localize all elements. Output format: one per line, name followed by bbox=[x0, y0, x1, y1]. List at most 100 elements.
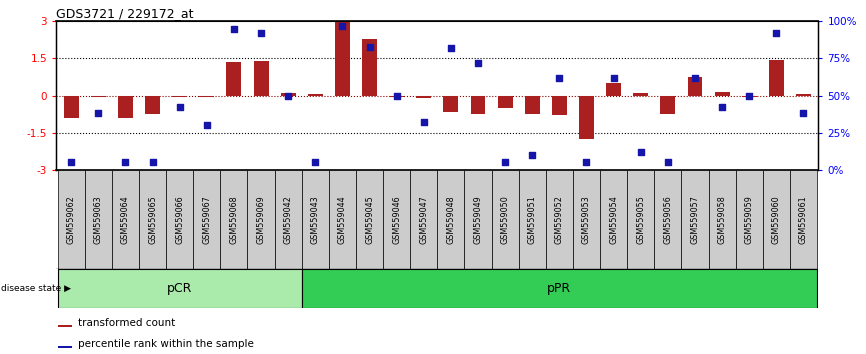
Text: GDS3721 / 229172_at: GDS3721 / 229172_at bbox=[56, 7, 194, 20]
Bar bbox=[498, 96, 513, 108]
Bar bbox=[220, 170, 248, 269]
Text: GSM559046: GSM559046 bbox=[392, 195, 401, 244]
Bar bbox=[275, 170, 301, 269]
Bar bbox=[64, 96, 79, 118]
Text: disease state ▶: disease state ▶ bbox=[1, 284, 71, 293]
Point bbox=[526, 152, 540, 158]
Bar bbox=[519, 170, 546, 269]
Bar bbox=[248, 170, 275, 269]
Point bbox=[742, 93, 756, 98]
Point bbox=[417, 120, 430, 125]
Point bbox=[444, 45, 458, 51]
Point bbox=[145, 160, 159, 165]
Bar bbox=[714, 92, 729, 96]
Bar bbox=[464, 170, 492, 269]
Bar bbox=[335, 21, 350, 96]
Bar bbox=[356, 170, 383, 269]
Point bbox=[769, 30, 783, 36]
Point bbox=[308, 160, 322, 165]
Bar bbox=[58, 170, 85, 269]
Text: GSM559059: GSM559059 bbox=[745, 195, 753, 244]
Bar bbox=[546, 170, 573, 269]
Bar bbox=[742, 96, 757, 97]
Bar bbox=[796, 95, 811, 96]
Text: GSM559069: GSM559069 bbox=[256, 195, 266, 244]
Point bbox=[498, 160, 512, 165]
Text: percentile rank within the sample: percentile rank within the sample bbox=[78, 339, 254, 349]
Bar bbox=[383, 170, 410, 269]
Text: GSM559054: GSM559054 bbox=[609, 195, 618, 244]
Point bbox=[254, 30, 268, 36]
Point bbox=[200, 122, 214, 128]
Text: GSM559068: GSM559068 bbox=[229, 195, 238, 244]
Bar bbox=[389, 96, 404, 97]
Bar bbox=[362, 39, 377, 96]
Text: GSM559042: GSM559042 bbox=[284, 195, 293, 244]
Point bbox=[281, 93, 295, 98]
Bar bbox=[91, 96, 106, 97]
Text: GSM559056: GSM559056 bbox=[663, 195, 672, 244]
Bar bbox=[58, 347, 72, 348]
Text: GSM559055: GSM559055 bbox=[637, 195, 645, 244]
Point bbox=[227, 26, 241, 32]
Point bbox=[390, 93, 404, 98]
Bar bbox=[281, 93, 295, 96]
Text: GSM559060: GSM559060 bbox=[772, 195, 781, 244]
Text: GSM559067: GSM559067 bbox=[203, 195, 211, 244]
Text: GSM559047: GSM559047 bbox=[419, 195, 429, 244]
Point bbox=[471, 60, 485, 66]
Bar bbox=[763, 170, 790, 269]
Point bbox=[797, 110, 811, 116]
Point bbox=[607, 75, 621, 81]
Bar bbox=[525, 96, 540, 114]
Bar bbox=[417, 96, 431, 98]
Bar bbox=[470, 96, 486, 114]
Bar bbox=[769, 59, 784, 96]
Point bbox=[172, 105, 186, 110]
Text: GSM559062: GSM559062 bbox=[67, 195, 75, 244]
Point bbox=[661, 160, 675, 165]
Bar bbox=[735, 170, 763, 269]
Bar bbox=[199, 96, 214, 97]
Text: GSM559063: GSM559063 bbox=[94, 195, 103, 244]
Text: GSM559065: GSM559065 bbox=[148, 195, 157, 244]
Text: GSM559044: GSM559044 bbox=[338, 195, 347, 244]
Text: GSM559066: GSM559066 bbox=[175, 195, 184, 244]
Bar bbox=[688, 77, 702, 96]
Point bbox=[335, 23, 349, 29]
Text: GSM559052: GSM559052 bbox=[555, 195, 564, 244]
Bar bbox=[633, 93, 648, 96]
Bar bbox=[329, 170, 356, 269]
Text: GSM559045: GSM559045 bbox=[365, 195, 374, 244]
Bar bbox=[118, 96, 132, 118]
Bar bbox=[172, 96, 187, 97]
Bar bbox=[573, 170, 600, 269]
Text: transformed count: transformed count bbox=[78, 318, 175, 328]
Bar bbox=[85, 170, 112, 269]
Bar bbox=[708, 170, 735, 269]
Point bbox=[579, 160, 593, 165]
Bar bbox=[254, 61, 268, 96]
Bar bbox=[437, 170, 464, 269]
Bar bbox=[552, 96, 567, 115]
Bar bbox=[682, 170, 708, 269]
Bar bbox=[112, 170, 139, 269]
Text: GSM559057: GSM559057 bbox=[690, 195, 700, 244]
Bar bbox=[139, 170, 166, 269]
Point bbox=[119, 160, 132, 165]
Text: GSM559058: GSM559058 bbox=[718, 195, 727, 244]
Point bbox=[92, 110, 106, 116]
Text: pPR: pPR bbox=[547, 282, 572, 295]
Bar bbox=[655, 170, 682, 269]
Point bbox=[363, 44, 377, 49]
Bar bbox=[661, 96, 675, 114]
Point bbox=[64, 160, 78, 165]
Bar bbox=[410, 170, 437, 269]
Point bbox=[715, 105, 729, 110]
Bar bbox=[58, 325, 72, 327]
Text: GSM559043: GSM559043 bbox=[311, 195, 320, 244]
Bar bbox=[301, 269, 817, 308]
Point bbox=[634, 149, 648, 155]
Text: GSM559049: GSM559049 bbox=[474, 195, 482, 244]
Bar bbox=[627, 170, 655, 269]
